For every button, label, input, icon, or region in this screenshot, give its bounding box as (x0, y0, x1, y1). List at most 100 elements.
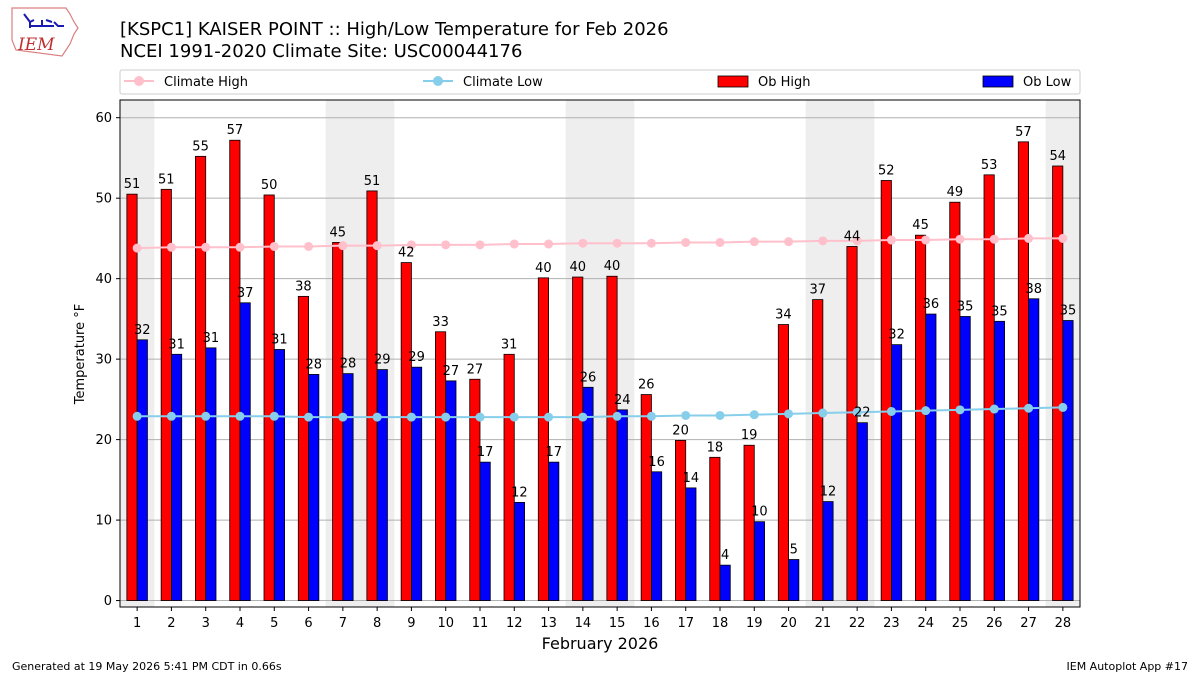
ob-low-label-17: 14 (683, 471, 700, 486)
climate-high-point-12 (509, 239, 519, 249)
ob-low-bar-9 (411, 366, 423, 601)
weather-station-icon (23, 13, 64, 28)
x-tick-label-24: 24 (917, 616, 934, 631)
x-tick-label-5: 5 (270, 616, 278, 631)
ob-low-bar-10 (445, 380, 457, 601)
ob-low-label-11: 17 (477, 445, 494, 460)
ob-low-label-4: 37 (237, 286, 254, 301)
climate-low-point-16 (646, 411, 656, 421)
ob-high-bar-3 (195, 155, 207, 601)
climate-high-point-11 (475, 240, 485, 250)
x-tick-label-19: 19 (746, 616, 763, 631)
ob-low-label-26: 35 (991, 304, 1008, 319)
ob-low-label-10: 27 (443, 364, 460, 379)
ob-high-label-12: 31 (501, 337, 518, 352)
climate-high-point-17 (681, 237, 691, 247)
ob-low-label-14: 26 (580, 370, 597, 385)
ob-high-label-17: 20 (672, 423, 689, 438)
climate-high-point-28 (1058, 233, 1068, 243)
x-axis-label: February 2026 (542, 634, 659, 653)
climate-high-point-20 (784, 237, 794, 247)
x-tick-label-12: 12 (506, 616, 523, 631)
climate-low-point-20 (784, 409, 794, 419)
climate-high-point-15 (612, 238, 622, 248)
ob-low-bar-18 (719, 564, 731, 601)
x-tick-label-6: 6 (304, 616, 312, 631)
ob-high-label-26: 53 (981, 158, 998, 173)
climate-low-point-21 (818, 408, 828, 418)
climate-low-point-24 (921, 406, 931, 416)
climate-high-point-19 (749, 237, 759, 247)
ob-high-bar-28 (1052, 165, 1064, 601)
ob-low-bar-12 (513, 501, 525, 601)
ob-low-bar-24 (925, 313, 937, 601)
x-tick-label-1: 1 (133, 616, 141, 631)
y-tick-label-40: 40 (95, 272, 112, 287)
y-tick-label-20: 20 (95, 433, 112, 448)
ob-low-label-13: 17 (545, 445, 562, 460)
x-tick-label-8: 8 (373, 616, 381, 631)
x-tick-label-4: 4 (236, 616, 244, 631)
legend-climate-high-marker (134, 76, 144, 86)
ob-high-label-21: 37 (809, 283, 826, 298)
ob-high-label-5: 50 (261, 178, 278, 193)
ob-low-bar-15 (616, 409, 628, 601)
ob-low-label-16: 16 (648, 455, 665, 470)
y-tick-label-30: 30 (95, 353, 112, 368)
ob-low-label-7: 28 (340, 357, 357, 372)
climate-low-point-9 (406, 412, 416, 422)
climate-high-point-9 (406, 240, 416, 250)
ob-low-label-9: 29 (408, 350, 425, 365)
ob-low-label-15: 24 (614, 393, 631, 408)
ob-low-bar-16 (651, 471, 663, 601)
ob-high-bar-6 (297, 295, 309, 601)
climate-high-point-21 (818, 236, 828, 246)
legend-ob-high-label: Ob High (758, 75, 811, 90)
ob-low-bar-5 (273, 349, 285, 601)
ob-low-bar-8 (376, 369, 388, 601)
x-tick-label-21: 21 (815, 616, 832, 631)
climate-high-point-16 (646, 238, 656, 248)
ob-low-bar-27 (1028, 298, 1040, 601)
legend: Climate High Climate Low Ob High Ob Low (119, 69, 1081, 95)
ob-low-label-12: 12 (511, 485, 528, 500)
climate-high-point-23 (886, 235, 896, 245)
climate-low-point-25 (955, 405, 965, 415)
ob-high-label-10: 33 (432, 315, 449, 330)
climate-low-point-28 (1058, 402, 1068, 412)
iem-logo: IEM (11, 7, 79, 57)
ob-low-bar-20 (788, 559, 800, 601)
legend-ob-high-swatch (717, 75, 749, 88)
climate-low-point-2 (166, 411, 176, 421)
climate-high-point-14 (578, 238, 588, 248)
y-tick-label-10: 10 (95, 514, 112, 529)
ob-high-label-11: 27 (467, 362, 484, 377)
ob-high-bar-18 (709, 456, 721, 601)
ob-low-bar-11 (479, 461, 491, 601)
climate-low-point-6 (304, 412, 314, 422)
x-tick-label-2: 2 (167, 616, 175, 631)
ob-high-label-2: 51 (158, 172, 175, 187)
ob-low-label-19: 10 (751, 505, 768, 520)
ob-high-label-16: 26 (638, 378, 655, 393)
ob-low-label-6: 28 (305, 357, 322, 372)
ob-low-bar-25 (959, 316, 971, 601)
ob-high-label-18: 18 (707, 440, 724, 455)
climate-low-line (137, 406, 1063, 419)
ob-high-label-8: 51 (364, 174, 381, 189)
climate-lines (132, 233, 1068, 422)
climate-low-point-3 (201, 411, 211, 421)
ob-high-label-20: 34 (775, 308, 792, 323)
ob-low-label-22: 22 (854, 406, 871, 421)
climate-low-point-11 (475, 412, 485, 422)
climate-high-point-8 (372, 241, 382, 251)
legend-ob-low-swatch (982, 75, 1014, 88)
ob-high-bar-1 (126, 193, 138, 601)
ob-low-bar-17 (685, 487, 697, 601)
legend-item-climate-low: Climate Low (423, 75, 543, 90)
ob-high-label-3: 55 (192, 139, 209, 154)
climate-high-point-26 (989, 234, 999, 244)
ob-low-bar-19 (753, 521, 765, 601)
climate-low-point-10 (441, 412, 451, 422)
ob-high-bar-24 (915, 234, 927, 601)
